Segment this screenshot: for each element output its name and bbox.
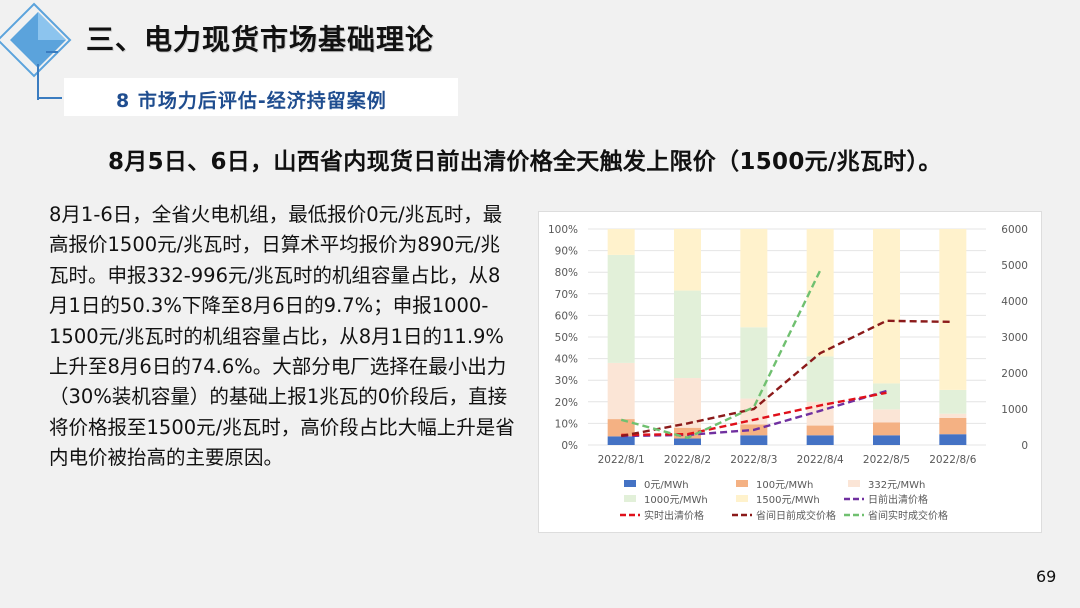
chart-svg: 0% 10% 20% 30% 40% 50% 60% 70% 80% 90% 100% 0 1000 20… (548, 224, 1028, 522)
series-line (621, 391, 887, 437)
headline: 8月5日、6日，山西省内现货日前出清价格全天触发上限价（1500元/兆瓦时）。 (108, 149, 942, 175)
page-number: 69 (1036, 567, 1057, 586)
bar-segment (939, 434, 967, 445)
y-left-tick-label: 90% (555, 246, 578, 258)
legend-swatch (736, 495, 748, 502)
series-line (620, 319, 953, 438)
body-text: 8月1-6日，全省火电机组，最低报价0元/兆瓦时，最高报价1500元/兆瓦时，日… (49, 203, 515, 470)
bar-segment (939, 229, 967, 390)
y-left-tick-label: 100% (548, 224, 578, 236)
bar-segment (740, 229, 768, 328)
legend-swatch (848, 480, 860, 487)
legend-label: 日前出清价格 (868, 493, 928, 506)
bar-segment (873, 409, 900, 423)
y-left-tick-label: 60% (555, 310, 578, 322)
y-left-tick-label: 40% (555, 354, 578, 366)
y-left-tick-label: 50% (555, 332, 578, 344)
legend-label: 实时出清价格 (644, 509, 704, 522)
bar-segment (873, 383, 900, 410)
bar-segment (674, 378, 701, 428)
subtitle-box (64, 78, 458, 116)
bar-segment (806, 435, 834, 445)
bar-segment (607, 254, 635, 363)
bar-segment (674, 438, 701, 445)
legend-swatch (736, 480, 748, 487)
legend-label: 省间日前成交价格 (756, 509, 836, 522)
x-tick-label: 2022/8/5 (863, 454, 910, 466)
y-right-tick-label: 0 (1021, 440, 1028, 452)
y-right-tick-label: 4000 (1001, 296, 1028, 308)
series-line (620, 269, 822, 440)
y-right-tick-label: 2000 (1001, 368, 1028, 380)
y-left-tick-label: 0% (561, 440, 578, 452)
legend-label: 332元/MWh (868, 480, 925, 491)
legend-label: 0元/MWh (644, 480, 689, 491)
legend-label: 100元/MWh (756, 480, 813, 491)
x-tick-label: 2022/8/1 (598, 454, 645, 466)
legend-label: 1500元/MWh (756, 495, 820, 506)
bar-segment (674, 290, 701, 379)
subtitle: 8 市场力后评估-经济持留案例 (116, 90, 387, 112)
legend-label: 1000元/MWh (644, 495, 708, 506)
bar-segment (607, 436, 635, 445)
bar-segment (873, 422, 900, 436)
bar-segment (740, 435, 768, 445)
bar-segment (806, 356, 834, 402)
x-tick-label: 2022/8/4 (797, 454, 844, 466)
bar-segment (806, 229, 834, 357)
bar-segment (740, 327, 768, 399)
legend-label: 省间实时成交价格 (868, 509, 948, 522)
x-tick-label: 2022/8/6 (929, 454, 976, 466)
x-tick-label: 2022/8/3 (730, 454, 777, 466)
y-right-tick-label: 3000 (1001, 332, 1028, 344)
x-tick-label: 2022/8/2 (664, 454, 711, 466)
bar-segment (873, 435, 900, 445)
y-left-tick-label: 80% (555, 267, 578, 279)
bar-segment (607, 229, 635, 255)
bar-segment (607, 362, 635, 420)
bar-segment (674, 229, 701, 291)
legend-swatch (624, 495, 636, 502)
y-right-tick-label: 1000 (1001, 404, 1028, 416)
chart-panel: 0% 10% 20% 30% 40% 50% 60% 70% 80% 90% 100% 0 1000 20… (538, 211, 1042, 533)
y-left-tick-label: 20% (555, 397, 578, 409)
y-right-tick-label: 5000 (1001, 260, 1028, 272)
legend-swatch (624, 480, 636, 487)
diamond-logo-icon (0, 2, 72, 100)
bar-segment (939, 389, 967, 414)
bar-segment (806, 425, 834, 436)
y-left-tick-label: 10% (555, 418, 578, 430)
bar-segment (939, 418, 967, 435)
section-title: 三、电力现货市场基础理论 (86, 23, 435, 56)
y-left-tick-label: 70% (555, 289, 578, 301)
bar-segment (873, 229, 900, 384)
y-right-tick-label: 6000 (1001, 224, 1028, 236)
y-left-tick-label: 30% (555, 375, 578, 387)
bar-segment (607, 419, 635, 437)
body-paragraph: 8月1-6日，全省火电机组，最低报价0元/兆瓦时，最高报价1500元/兆瓦时，日… (49, 200, 519, 474)
bar-segment (939, 413, 967, 418)
